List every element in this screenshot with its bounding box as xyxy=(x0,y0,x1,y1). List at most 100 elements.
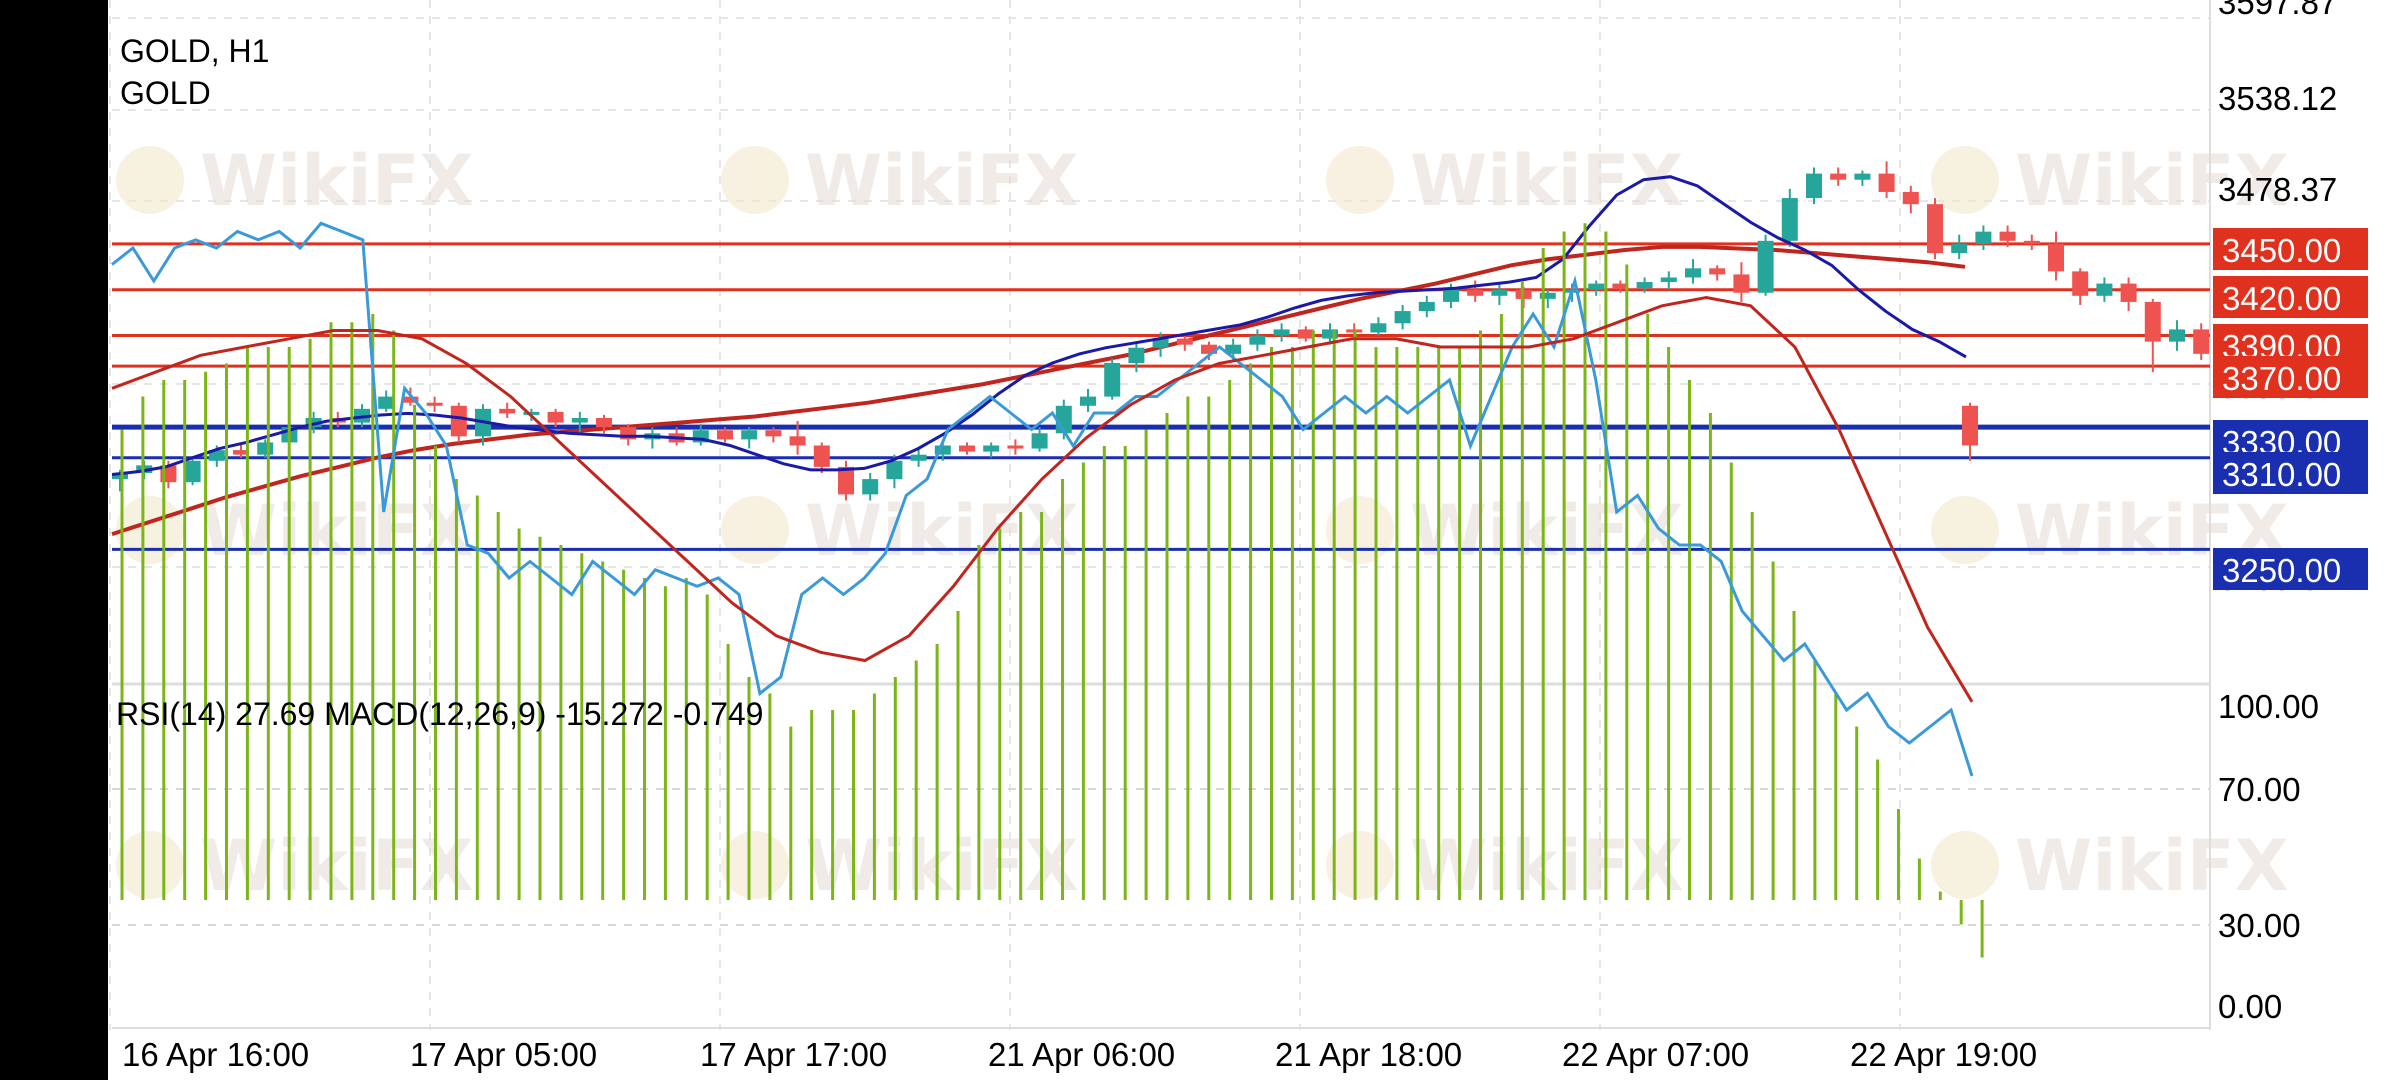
candle-body xyxy=(2169,329,2185,342)
watermark-logo: WikiFX xyxy=(1931,490,2289,572)
candle-body xyxy=(1249,335,1266,345)
candle-body xyxy=(1443,289,1459,302)
price-tick-label: 3538.12 xyxy=(2218,80,2337,117)
candle-body xyxy=(1031,433,1048,449)
time-axis[interactable]: 16 Apr 16:00 17 Apr 05:00 17 Apr 17:00 21 A… xyxy=(122,1036,2037,1073)
candle-body xyxy=(1830,173,1847,180)
indicator-tick-label: 30.00 xyxy=(2218,907,2301,944)
candle-body xyxy=(1322,329,1338,339)
watermark-logo: WikiFX xyxy=(721,140,1079,222)
symbol-subtitle: GOLD xyxy=(120,75,211,111)
watermark-icon xyxy=(116,496,184,564)
level-tag-3420 xyxy=(2213,276,2368,318)
level-tag-3310 xyxy=(2213,452,2368,494)
candle-body xyxy=(1612,283,1629,289)
candle-body xyxy=(1007,445,1024,449)
candle-body xyxy=(378,396,395,409)
watermark-logo: WikiFX xyxy=(1326,825,1684,907)
candle-body xyxy=(1104,363,1121,397)
candle-body xyxy=(1660,277,1677,283)
watermark-text: WikiFX xyxy=(2015,825,2289,907)
candle-body xyxy=(838,466,854,495)
symbol-title: GOLD, H1 xyxy=(120,33,269,69)
candle-body xyxy=(2120,283,2137,302)
level-tag-text-3450: 3450.00 xyxy=(2222,232,2341,269)
candle-body xyxy=(1878,173,1895,192)
watermark-icon xyxy=(116,146,184,214)
indicator-tick-label: 0.00 xyxy=(2218,988,2282,1025)
watermark-text: WikiFX xyxy=(200,825,474,907)
macd-signal-line xyxy=(111,295,1974,703)
watermark-logo: WikiFX xyxy=(116,490,474,572)
candle-body xyxy=(596,418,612,428)
level-tag-3370 xyxy=(2213,356,2368,398)
candle-body xyxy=(789,436,806,446)
time-tick-label: 21 Apr 06:00 xyxy=(988,1036,1175,1073)
candle-body xyxy=(2193,329,2210,354)
level-tag-3250 xyxy=(2213,548,2368,590)
candle-body xyxy=(1418,301,1435,312)
level-tag-text-3370: 3370.00 xyxy=(2222,360,2341,397)
candle-body xyxy=(1080,396,1096,406)
candle-body xyxy=(886,460,903,480)
watermark-icon xyxy=(721,146,789,214)
watermark-icon xyxy=(1326,496,1394,564)
level-tag-text-3310: 3310.00 xyxy=(2222,456,2341,493)
candle-body xyxy=(523,411,540,415)
indicator-label: RSI(14) 27.69 MACD(12,26,9) -15.272 -0.7… xyxy=(116,696,763,732)
candle-body xyxy=(1685,268,1701,278)
candle-body xyxy=(1781,198,1798,241)
level-tag-3450 xyxy=(2213,228,2368,270)
watermark-logo: WikiFX xyxy=(1931,825,2289,907)
candle-body xyxy=(1225,344,1242,354)
candle-body xyxy=(1962,405,1978,446)
candle-body xyxy=(910,454,927,461)
candle-body xyxy=(499,408,516,414)
candle-body xyxy=(1709,268,1726,275)
time-tick-label: 22 Apr 19:00 xyxy=(1850,1036,2037,1073)
candlesticks[interactable] xyxy=(112,161,2258,501)
candle-body xyxy=(257,442,274,455)
candle-body xyxy=(1975,231,1992,244)
watermark-logo: WikiFX xyxy=(116,140,474,222)
watermark-icon xyxy=(116,831,184,899)
candle-body xyxy=(862,479,879,495)
candle-body xyxy=(1733,274,1750,293)
candle-body xyxy=(547,411,564,423)
watermark-logo: WikiFX xyxy=(721,490,1079,572)
watermark-text: WikiFX xyxy=(1410,140,1684,222)
indicator-tick-label: 70.00 xyxy=(2218,771,2301,808)
ma-fast-line xyxy=(111,175,1967,476)
candle-body xyxy=(765,430,782,437)
candle-body xyxy=(1999,231,2016,241)
time-tick-label: 21 Apr 18:00 xyxy=(1275,1036,1462,1073)
watermark-text: WikiFX xyxy=(805,825,1079,907)
price-tick-label: 3597.87 xyxy=(2218,0,2337,21)
macd-histogram xyxy=(120,223,1984,958)
candle-body xyxy=(813,445,830,467)
candle-body xyxy=(1273,329,1290,336)
candle-body xyxy=(1636,282,1653,289)
indicator-tick-label: 100.00 xyxy=(2218,688,2319,725)
time-tick-label: 17 Apr 17:00 xyxy=(700,1036,887,1073)
candle-body xyxy=(426,402,443,406)
screen-left-edge xyxy=(0,0,108,1080)
candle-body xyxy=(2144,301,2161,342)
candle-body xyxy=(1902,191,1919,205)
watermark-text: WikiFX xyxy=(805,140,1079,222)
candle-body xyxy=(1176,338,1193,345)
watermark-logo: WikiFX xyxy=(721,825,1079,907)
candle-body xyxy=(2072,271,2089,296)
watermark-icon xyxy=(721,496,789,564)
watermark-text: WikiFX xyxy=(200,140,474,222)
chart-grid xyxy=(109,0,2211,1030)
watermark-logo: WikiFX xyxy=(1931,140,2289,222)
candle-body xyxy=(1491,289,1508,296)
watermark-icon xyxy=(1931,146,1999,214)
watermark-text: WikiFX xyxy=(200,490,474,572)
candle-body xyxy=(717,430,733,440)
candle-body xyxy=(1951,243,1968,254)
price-tick-label: 3478.37 xyxy=(2218,171,2337,208)
candle-body xyxy=(1539,292,1556,299)
